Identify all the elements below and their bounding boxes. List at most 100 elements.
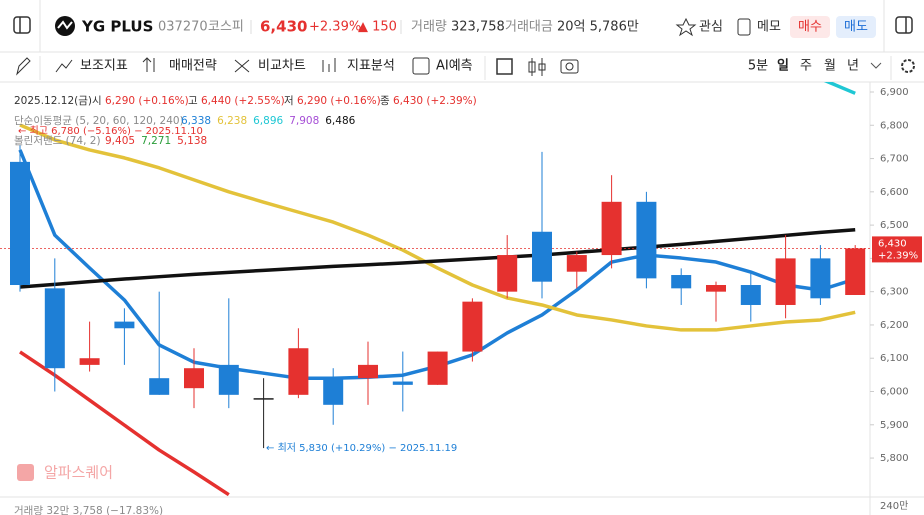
candle-body: [288, 348, 309, 395]
market: 코스피: [208, 20, 244, 35]
volume-tick: 240만: [880, 500, 908, 512]
y-tick-label: 6,900: [880, 87, 909, 98]
legend-value: 6,896: [253, 115, 283, 127]
overlay: 2025.12.12(금) 시 6,290 (+0.16%) 고 6,440 (…: [14, 87, 922, 515]
period-button[interactable]: 주: [800, 59, 812, 74]
camera-icon[interactable]: [560, 59, 579, 74]
y-tick-label: 6,000: [880, 387, 909, 398]
info-label: 고: [188, 95, 198, 107]
buy-label[interactable]: 매수: [798, 20, 822, 35]
candle-body: [706, 285, 726, 292]
candle-body: [184, 368, 204, 389]
star-icon: [675, 17, 697, 37]
watch-button[interactable]: 관심: [699, 20, 723, 35]
buy-button[interactable]: [790, 16, 830, 38]
info-value: 6,440 (+2.55%): [201, 95, 285, 107]
tool-button[interactable]: 비교차트: [258, 59, 306, 74]
price-tag: [872, 236, 922, 263]
legend-value: 6,238: [217, 115, 247, 127]
low-note: ← 최저 5,830 (+10.29%) − 2025.11.19: [266, 442, 457, 454]
candle-body: [427, 351, 448, 385]
low-note-text: 최저 5,830 (+10.29%) − 2025.11.19: [278, 442, 458, 454]
ma-line: [19, 123, 856, 332]
tool-icon: [234, 59, 250, 73]
volume: 323,758: [451, 20, 505, 35]
y-tick-label: 5,800: [880, 453, 909, 464]
tool-button[interactable]: 지표분석: [347, 59, 395, 74]
candle-icon[interactable]: [528, 58, 546, 76]
panel-icon[interactable]: [895, 16, 913, 34]
memo-button[interactable]: 메모: [757, 20, 781, 35]
y-tick-label: 6,600: [880, 187, 909, 198]
bb-title: 볼린저밴드 (74, 2): [14, 135, 101, 147]
camera-icon: [565, 62, 574, 71]
y-tick-label: 6,500: [880, 220, 909, 231]
candle-body: [532, 231, 552, 282]
box-icon[interactable]: [496, 58, 513, 75]
candle-body: [253, 398, 274, 400]
tool-button[interactable]: AI예측: [436, 59, 473, 74]
tool-button[interactable]: 매매전략: [169, 59, 217, 74]
candle-body: [323, 378, 344, 405]
stock-name: YG PLUS: [81, 18, 153, 36]
y-tick-label: 6,700: [880, 154, 909, 165]
candle-body: [44, 288, 65, 369]
info-value: 6,430 (+2.39%): [393, 95, 477, 107]
tool-icon: [55, 59, 73, 73]
period-button[interactable]: 월: [824, 59, 836, 74]
price-tag-change: +2.39%: [878, 250, 918, 261]
memo-icon: [737, 18, 751, 36]
ma-line: [823, 82, 856, 95]
stock-code: 037270: [158, 20, 208, 35]
y-tick-label: 5,900: [880, 420, 909, 431]
y-tick-label: 6,800: [880, 120, 909, 131]
tool-button[interactable]: 보조지표: [80, 59, 128, 74]
ma-line: [19, 228, 856, 289]
y-tick-label: 6,200: [880, 320, 909, 331]
amount-label: 거래대금: [505, 20, 553, 35]
candle-body: [392, 381, 413, 385]
candle-body: [218, 364, 239, 395]
candle-body: [810, 258, 831, 299]
legend-value: 7,271: [141, 135, 171, 147]
amount: 20억 5,786만: [557, 20, 639, 35]
info-label: 시: [92, 95, 102, 107]
price: 6,430: [260, 18, 307, 36]
candle-body: [775, 258, 796, 305]
period-button[interactable]: 일: [777, 59, 789, 74]
ma-line: [18, 149, 856, 380]
settings-icon[interactable]: [901, 59, 915, 73]
candle-body: [114, 321, 135, 329]
tool-icon: [142, 57, 155, 72]
candle-body: [497, 255, 518, 292]
legend-value: 6,338: [181, 115, 211, 127]
high-note: ← 최고 6,780 (−5.16%) − 2025.11.10: [18, 125, 203, 137]
info-date: 2025.12.12(금): [14, 95, 92, 107]
candle-body: [636, 201, 657, 279]
period-button[interactable]: 년: [847, 59, 859, 74]
draw-icon[interactable]: [16, 57, 31, 76]
change: ▲ 150: [358, 20, 397, 35]
candle-body: [462, 301, 483, 352]
candle-body: [601, 201, 622, 256]
candle-body: [149, 378, 170, 395]
legend-value: 6,486: [325, 115, 355, 127]
sell-label[interactable]: 매도: [844, 20, 868, 35]
dropdown-icon[interactable]: [870, 62, 882, 69]
period-button[interactable]: 5분: [748, 59, 768, 74]
sell-button[interactable]: [836, 16, 876, 38]
info-value: 6,290 (+0.16%): [297, 95, 381, 107]
ma-title: 단순이동평균 (5, 20, 60, 120, 240): [14, 115, 184, 127]
legend-value: 9,405: [105, 135, 135, 147]
legend-value: 7,908: [289, 115, 319, 127]
menu-icon[interactable]: [13, 16, 31, 34]
y-tick-label: 6,100: [880, 353, 909, 364]
candle-body: [566, 255, 587, 272]
info-value: 6,290 (+0.16%): [105, 95, 189, 107]
high-note-text: 최고 6,780 (−5.16%) − 2025.11.10: [30, 125, 203, 137]
info-label: 저: [284, 95, 294, 107]
candle-body: [671, 275, 692, 289]
candles: [10, 145, 866, 449]
tool-icon: [322, 58, 336, 72]
